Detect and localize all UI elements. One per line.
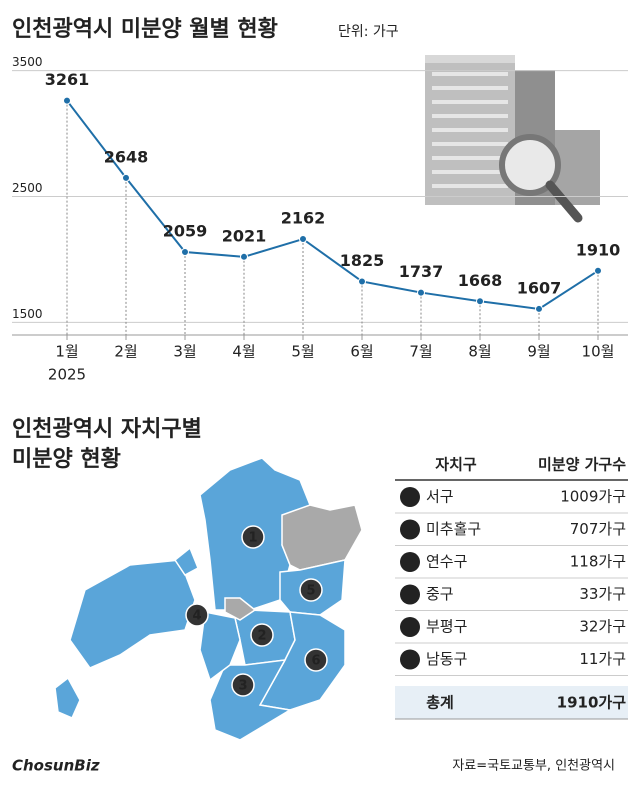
point — [299, 235, 307, 244]
line — [66, 100, 599, 310]
map-marker — [185, 603, 209, 627]
value-label: 1825 — [340, 251, 385, 270]
number-badge-label: 1 — [405, 491, 414, 506]
logo: ChosunBiz — [12, 757, 100, 775]
x-tick-label: 4월 — [232, 343, 255, 361]
y-tick-label: 1500 — [12, 307, 43, 321]
point — [476, 297, 484, 306]
value-label: 2059 — [163, 222, 208, 241]
point — [63, 96, 71, 105]
district-count: 118가구 — [570, 553, 626, 571]
section-title: 인천광역시 자치구별 — [12, 417, 202, 442]
district-count: 707가구 — [570, 520, 626, 538]
value-label: 3261 — [45, 70, 90, 89]
district-count: 1009가구 — [560, 488, 626, 506]
map-marker-label: 3 — [238, 679, 247, 694]
value-label: 1910 — [576, 240, 621, 259]
x-tick-label: 2월 — [114, 343, 137, 361]
map-marker — [304, 648, 328, 672]
total-label: 총계 — [426, 694, 454, 712]
number-badge — [400, 519, 420, 540]
section-title: 미분양 현황 — [12, 447, 121, 472]
number-badge — [400, 617, 420, 637]
point — [535, 304, 543, 313]
map-marker — [250, 623, 274, 647]
value-label: 1607 — [517, 278, 562, 297]
map-marker — [241, 525, 265, 549]
total-row-bg — [395, 686, 628, 719]
unit-label: 단위: 가구 — [338, 24, 399, 40]
table-header: 자치구 — [435, 456, 477, 474]
district-name: 연수구 — [426, 553, 467, 571]
incheon-map — [54, 457, 363, 741]
total-value: 1910가구 — [557, 694, 627, 712]
value-label: 2021 — [222, 226, 267, 245]
map-marker — [299, 578, 323, 602]
x-tick-label: 1월 — [55, 343, 78, 361]
apartment-illustration — [425, 55, 600, 223]
district-name: 중구 — [426, 585, 454, 603]
x-tick-label: 9월 — [527, 343, 550, 361]
number-badge-label: 5 — [405, 621, 414, 636]
x-tick-label: 5월 — [291, 343, 314, 361]
x-tick-label: 10월 — [582, 343, 615, 361]
x-tick-label: 8월 — [468, 343, 491, 361]
map-marker — [231, 673, 255, 697]
x-year-label: 2025 — [48, 366, 86, 384]
value-label: 1668 — [458, 271, 503, 290]
district-count: 33가구 — [579, 585, 626, 603]
number-badge — [400, 487, 420, 507]
number-badge-label: 2 — [405, 523, 414, 538]
point — [417, 288, 425, 297]
district-name: 부평구 — [426, 618, 467, 636]
point — [358, 277, 366, 286]
map-marker-label: 6 — [311, 654, 320, 669]
map-marker-label: 5 — [306, 584, 315, 599]
y-tick-label: 2500 — [12, 181, 43, 195]
district-count: 11가구 — [579, 650, 626, 668]
x-tick-label: 3월 — [173, 343, 196, 361]
number-badge-label: 4 — [405, 588, 414, 603]
number-badge-label: 3 — [405, 556, 414, 571]
value-label: 1737 — [399, 262, 444, 281]
district-name: 미추홀구 — [426, 520, 481, 538]
number-badge — [400, 584, 420, 605]
number-badge — [400, 552, 420, 572]
point — [594, 266, 602, 275]
district-name: 서구 — [426, 488, 454, 506]
map-marker-label: 2 — [257, 629, 266, 644]
district-name: 남동구 — [426, 650, 467, 668]
number-badge-label: 6 — [405, 653, 414, 668]
value-label: 2162 — [281, 209, 326, 228]
point — [122, 173, 130, 182]
chart-title: 인천광역시 미분양 월별 현황 — [12, 17, 278, 42]
district-count: 32가구 — [579, 618, 626, 636]
map-marker-label: 1 — [248, 531, 257, 546]
map-marker-label: 4 — [192, 609, 201, 624]
x-tick-label: 7월 — [409, 343, 432, 361]
x-tick-label: 6월 — [350, 343, 373, 361]
point — [181, 248, 189, 257]
source: 자료=국토교통부, 인천광역시 — [452, 759, 615, 774]
number-badge — [400, 649, 420, 670]
point — [240, 252, 248, 261]
y-tick-label: 3500 — [12, 55, 43, 69]
value-label: 2648 — [104, 147, 149, 166]
table-header: 미분양 가구수 — [538, 456, 626, 474]
